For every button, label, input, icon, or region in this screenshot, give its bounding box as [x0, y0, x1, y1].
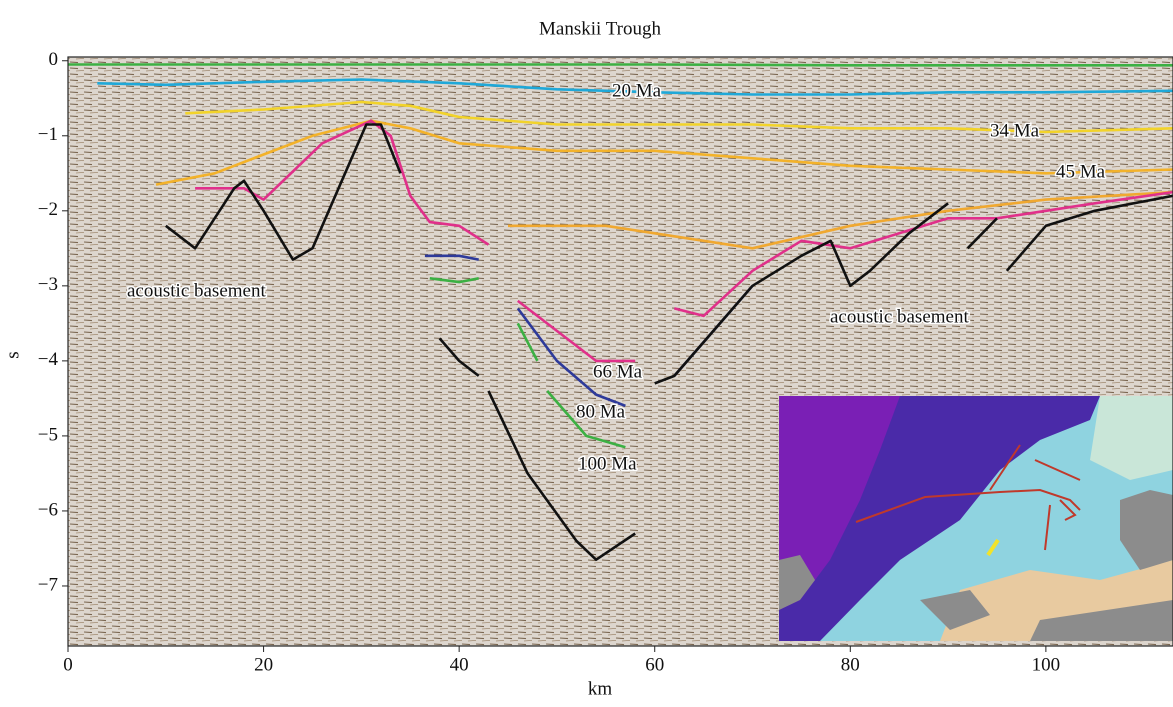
- y-tick-label: 0: [49, 49, 59, 70]
- y-tick-label: −2: [38, 199, 58, 220]
- y-tick-label: −3: [38, 274, 58, 295]
- x-axis-label: km: [588, 678, 613, 699]
- annotation: 80 Ma: [576, 401, 626, 422]
- y-tick-label: −6: [38, 499, 58, 520]
- horizon: [508, 190, 1173, 250]
- x-tick-label: 0: [63, 654, 73, 675]
- horizon: [97, 78, 1173, 96]
- y-axis-label: s: [2, 351, 23, 358]
- plot-frame: [67, 56, 1173, 647]
- y-tick-label: −7: [38, 574, 58, 595]
- horizon: [429, 277, 626, 449]
- chart-title: Manskii Trough: [539, 18, 661, 39]
- horizon: [165, 123, 1173, 561]
- x-tick-label: 40: [450, 654, 469, 675]
- x-tick-label: 80: [841, 654, 860, 675]
- inset-map: [779, 396, 1173, 641]
- y-tick-label: −4: [38, 349, 59, 370]
- x-tick-label: 100: [1032, 654, 1061, 675]
- horizons: [68, 63, 1173, 561]
- horizon: [185, 100, 1173, 134]
- annotation: acoustic basement: [127, 280, 266, 301]
- x-tick-label: 60: [645, 654, 664, 675]
- annotation: 34 Ma: [990, 120, 1040, 141]
- horizon: [155, 119, 1173, 186]
- annotation: 100 Ma: [578, 453, 637, 474]
- annotation: 20 Ma: [612, 80, 662, 101]
- annotation: 45 Ma: [1056, 161, 1106, 182]
- y-tick-label: −1: [38, 124, 58, 145]
- horizon: [68, 63, 1173, 67]
- annotation: acoustic basement: [830, 306, 969, 327]
- x-tick-label: 20: [254, 654, 273, 675]
- y-tick-label: −5: [38, 424, 58, 445]
- annotation: 66 Ma: [593, 361, 643, 382]
